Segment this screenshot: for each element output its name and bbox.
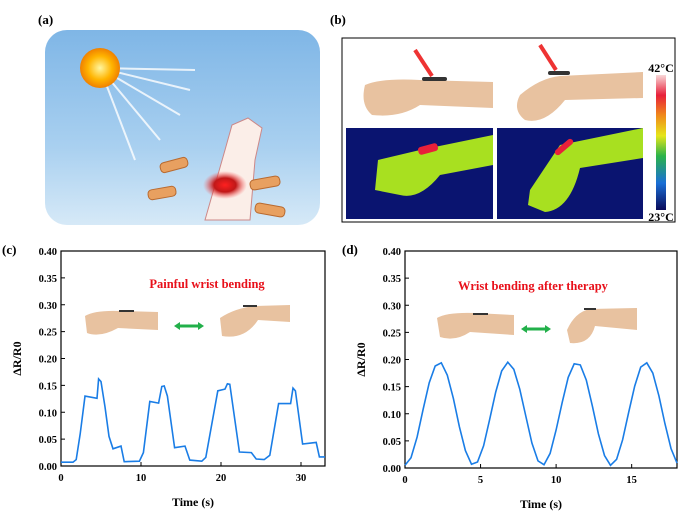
double-arrow-icon [521, 325, 551, 333]
y-tick-label: 0.10 [39, 408, 57, 419]
panel-b-images [341, 37, 676, 223]
y-axis-label: ΔR/R0 [10, 341, 24, 375]
x-tick-label: 20 [216, 473, 227, 484]
panel-label-b: (b) [330, 12, 346, 27]
thermal-image-bent [497, 128, 643, 219]
temperature-colorbar [656, 75, 666, 210]
thermal-image-straight [346, 128, 493, 219]
y-tick-label: 0.40 [39, 247, 57, 258]
y-tick-label: 0.25 [39, 328, 57, 339]
y-tick-label: 0.05 [383, 437, 401, 448]
x-axis-label: Time (s) [520, 497, 562, 511]
chart-title: Wrist bending after therapy [458, 279, 609, 293]
wrist-photos-c [85, 305, 290, 337]
y-tick-label: 0.20 [39, 355, 57, 366]
y-tick-label: 0.35 [39, 274, 57, 285]
y-tick-label: 0.35 [383, 274, 401, 285]
x-tick-label: 0 [58, 473, 63, 484]
wrist-photos-d [437, 308, 637, 344]
panel-label-c: (c) [2, 242, 16, 257]
panel-a-illustration [45, 30, 320, 225]
y-tick-label: 0.20 [383, 356, 401, 367]
x-tick-label: 5 [478, 475, 483, 486]
sun-icon [80, 48, 120, 88]
x-tick-label: 15 [626, 475, 637, 486]
double-arrow-icon [174, 322, 204, 330]
y-tick-label: 0.05 [39, 435, 57, 446]
chart-title: Painful wrist bending [149, 277, 265, 291]
x-tick-label: 10 [551, 475, 562, 486]
panel-label-a: (a) [38, 12, 53, 27]
y-tick-label: 0.25 [383, 328, 401, 339]
colorbar-max-label: 42°C [648, 61, 673, 75]
heat-patches [147, 156, 286, 218]
x-axis-label: Time (s) [172, 495, 214, 509]
panel-label-d: (d) [342, 242, 358, 257]
y-tick-label: 0.10 [383, 410, 401, 421]
wrist-photo-bent [516, 43, 643, 121]
wrist-photo-straight [363, 48, 493, 116]
y-tick-label: 0.00 [383, 464, 401, 475]
chart-after-therapy: 0.00 0.05 0.10 0.15 0.20 0.25 0.30 0.35 0.40 0 5 10… [354, 247, 678, 511]
x-tick-label: 30 [296, 473, 307, 484]
x-tick-label: 0 [402, 475, 407, 486]
y-tick-label: 0.30 [39, 301, 57, 312]
y-tick-label: 0.30 [383, 301, 401, 312]
colorbar-min-label: 23°C [648, 210, 673, 224]
heating-band-icon [203, 171, 247, 199]
chart-painful-bending: 0.00 0.05 0.10 0.15 0.20 0.25 0.30 0.35 0.40 0 10 2… [10, 247, 326, 509]
y-tick-label: 0.15 [383, 383, 401, 394]
data-series-line [404, 360, 678, 467]
y-axis-label: ΔR/R0 [354, 342, 368, 376]
sun-rays [99, 67, 196, 161]
y-tick-label: 0.40 [383, 247, 401, 258]
data-series-line [61, 376, 325, 464]
y-tick-label: 0.00 [39, 462, 57, 473]
x-tick-label: 10 [136, 473, 147, 484]
y-tick-label: 0.15 [39, 381, 57, 392]
